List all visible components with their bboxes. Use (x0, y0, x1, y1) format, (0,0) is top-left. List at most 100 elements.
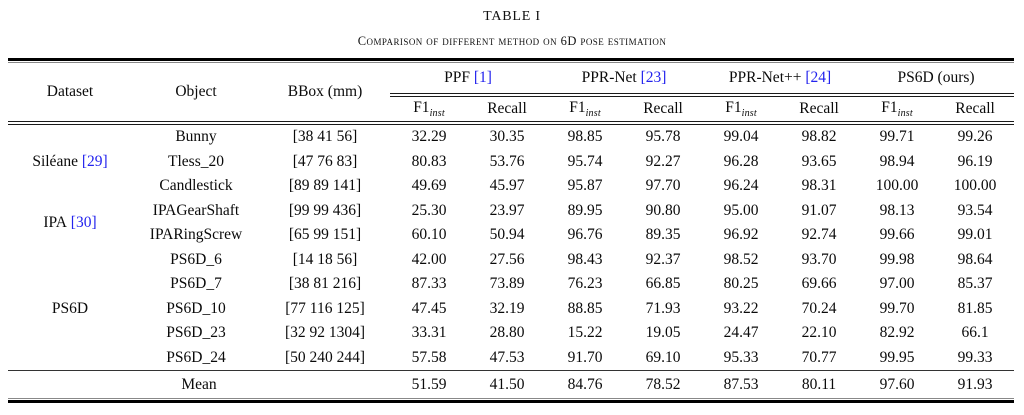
metric-value: 47.53 (489, 348, 525, 366)
mean-label: Mean (8, 370, 390, 398)
metric-value: 91.07 (801, 201, 837, 219)
metric-value: 89.35 (645, 226, 681, 244)
metric-value: 69.66 (801, 275, 837, 293)
method-header-row: Dataset Object BBox (mm) PPF [1] PPR-Net… (8, 63, 1015, 125)
metric-value: 98.85 (567, 128, 603, 146)
metric-value: 49.69 (411, 177, 447, 195)
metric-value: 92.37 (645, 250, 681, 268)
metric-value: 85.37 (957, 275, 993, 293)
metric-value: 88.85 (567, 299, 603, 317)
dataset-name: Siléane (32, 152, 78, 170)
column-header-f1: F1inst (546, 95, 625, 125)
mean-value: 87.53 (702, 370, 781, 398)
results-table: Dataset Object BBox (mm) PPF [1] PPR-Net… (8, 63, 1015, 398)
column-header-dataset: Dataset (8, 63, 132, 125)
citation-link[interactable]: [1] (473, 69, 492, 86)
metric-value: 99.04 (723, 128, 759, 146)
metric-value: 93.22 (723, 299, 759, 317)
metric-value: 95.78 (645, 128, 681, 146)
metric-value: 99.98 (879, 250, 915, 268)
metric-value: 99.95 (879, 348, 915, 366)
metric-value: 90.80 (645, 201, 681, 219)
metric-value: 96.92 (723, 226, 759, 244)
metric-value: 66.85 (645, 275, 681, 293)
citation-link[interactable]: [30] (66, 214, 97, 231)
metric-value: 96.76 (567, 226, 603, 244)
bbox-value: [65 99 151] (288, 226, 362, 244)
metric-value: 30.35 (489, 128, 525, 146)
mean-value: 41.50 (468, 370, 547, 398)
metric-value: 70.24 (801, 299, 837, 317)
object-name: IPAGearShaft (152, 201, 240, 219)
method-name: PPR-Net++ (728, 69, 802, 86)
mean-value: 84.76 (546, 370, 625, 398)
metric-value: 97.00 (879, 275, 915, 293)
metric-value: 99.33 (957, 348, 993, 366)
metric-value: 19.05 (645, 324, 681, 342)
table-row: IPA [30] IPAGearShaft [99 99 436] 25.30 23.9… (8, 199, 1014, 231)
metric-value: 50.94 (489, 226, 525, 244)
table-caption-block: TABLE I Comparison of different method o… (0, 0, 1024, 49)
metric-value: 32.19 (489, 299, 525, 317)
column-header-recall: Recall (624, 95, 703, 125)
metric-value: 80.83 (411, 152, 447, 170)
table-number: TABLE I (483, 9, 541, 24)
metric-value: 98.43 (567, 250, 603, 268)
metric-value: 92.27 (645, 152, 681, 170)
metric-value: 98.64 (957, 250, 993, 268)
column-header-f1: F1inst (702, 95, 781, 125)
metric-value: 96.24 (723, 177, 759, 195)
column-header-f1: F1inst (390, 95, 468, 125)
metric-value: 66.1 (961, 324, 989, 342)
metric-value: 93.65 (801, 152, 837, 170)
metric-value: 98.52 (723, 250, 759, 268)
metric-value: 82.92 (879, 324, 915, 342)
column-header-recall: Recall (468, 95, 547, 125)
top-rule (8, 58, 1014, 61)
method-name: PPF (444, 69, 470, 86)
mean-value: 80.11 (780, 370, 859, 398)
citation-link[interactable]: [29] (77, 152, 108, 170)
object-name: IPARingScrew (149, 226, 243, 244)
metric-value: 98.82 (801, 128, 837, 146)
object-name: PS6D_6 (170, 250, 222, 268)
metric-header-row: F1inst Recall F1inst Recall F1inst Recal… (8, 95, 1015, 125)
table-row: PS6D_10 [77 116 125] 47.45 32.19 88.85 71.93 9… (8, 297, 1014, 322)
method-header-ppf: PPF [1] (390, 63, 547, 97)
metric-value: 93.54 (957, 201, 993, 219)
metric-value: 97.70 (645, 177, 681, 195)
metric-value: 47.45 (411, 299, 447, 317)
metric-value: 95.33 (723, 348, 759, 366)
object-name: Candlestick (159, 177, 233, 195)
metric-value: 57.58 (411, 348, 447, 366)
metric-value: 99.26 (957, 128, 993, 146)
bbox-value: [77 116 125] (285, 299, 365, 317)
bbox-value: [32 92 1304] (284, 324, 366, 342)
citation-link[interactable]: [24] (805, 69, 832, 86)
mean-value: 51.59 (390, 370, 468, 398)
metric-value: 23.97 (489, 201, 525, 219)
bbox-value: [38 41 56] (292, 128, 358, 146)
metric-value: 76.23 (567, 275, 603, 293)
column-header-f1: F1inst (858, 95, 937, 125)
mean-value: 91.93 (936, 370, 1015, 398)
citation-link[interactable]: [23] (640, 69, 667, 86)
table-row: PS6D_23 [32 92 1304] 33.31 28.80 15.22 19.05 2… (8, 321, 1014, 346)
object-name: PS6D_23 (166, 324, 226, 342)
bottom-rule-thin (8, 398, 1014, 399)
table-row: Siléane [29] Bunny [38 41 56] 32.29 30.35 98.… (8, 123, 1014, 170)
dataset-name: PS6D (51, 299, 89, 317)
bbox-value: [99 99 436] (288, 201, 362, 219)
metric-value: 91.70 (567, 348, 603, 366)
bbox-value: [47 76 83] (292, 152, 358, 170)
metric-value: 71.93 (645, 299, 681, 317)
metric-value: 92.74 (801, 226, 837, 244)
column-header-recall: Recall (936, 95, 1015, 125)
metric-value: 60.10 (411, 226, 447, 244)
metric-value: 98.31 (801, 177, 837, 195)
method-header-pprnetpp: PPR-Net++ [24] (702, 63, 859, 97)
metric-value: 45.97 (489, 177, 525, 195)
metric-value: 99.01 (957, 226, 993, 244)
metric-value: 32.29 (411, 128, 447, 146)
